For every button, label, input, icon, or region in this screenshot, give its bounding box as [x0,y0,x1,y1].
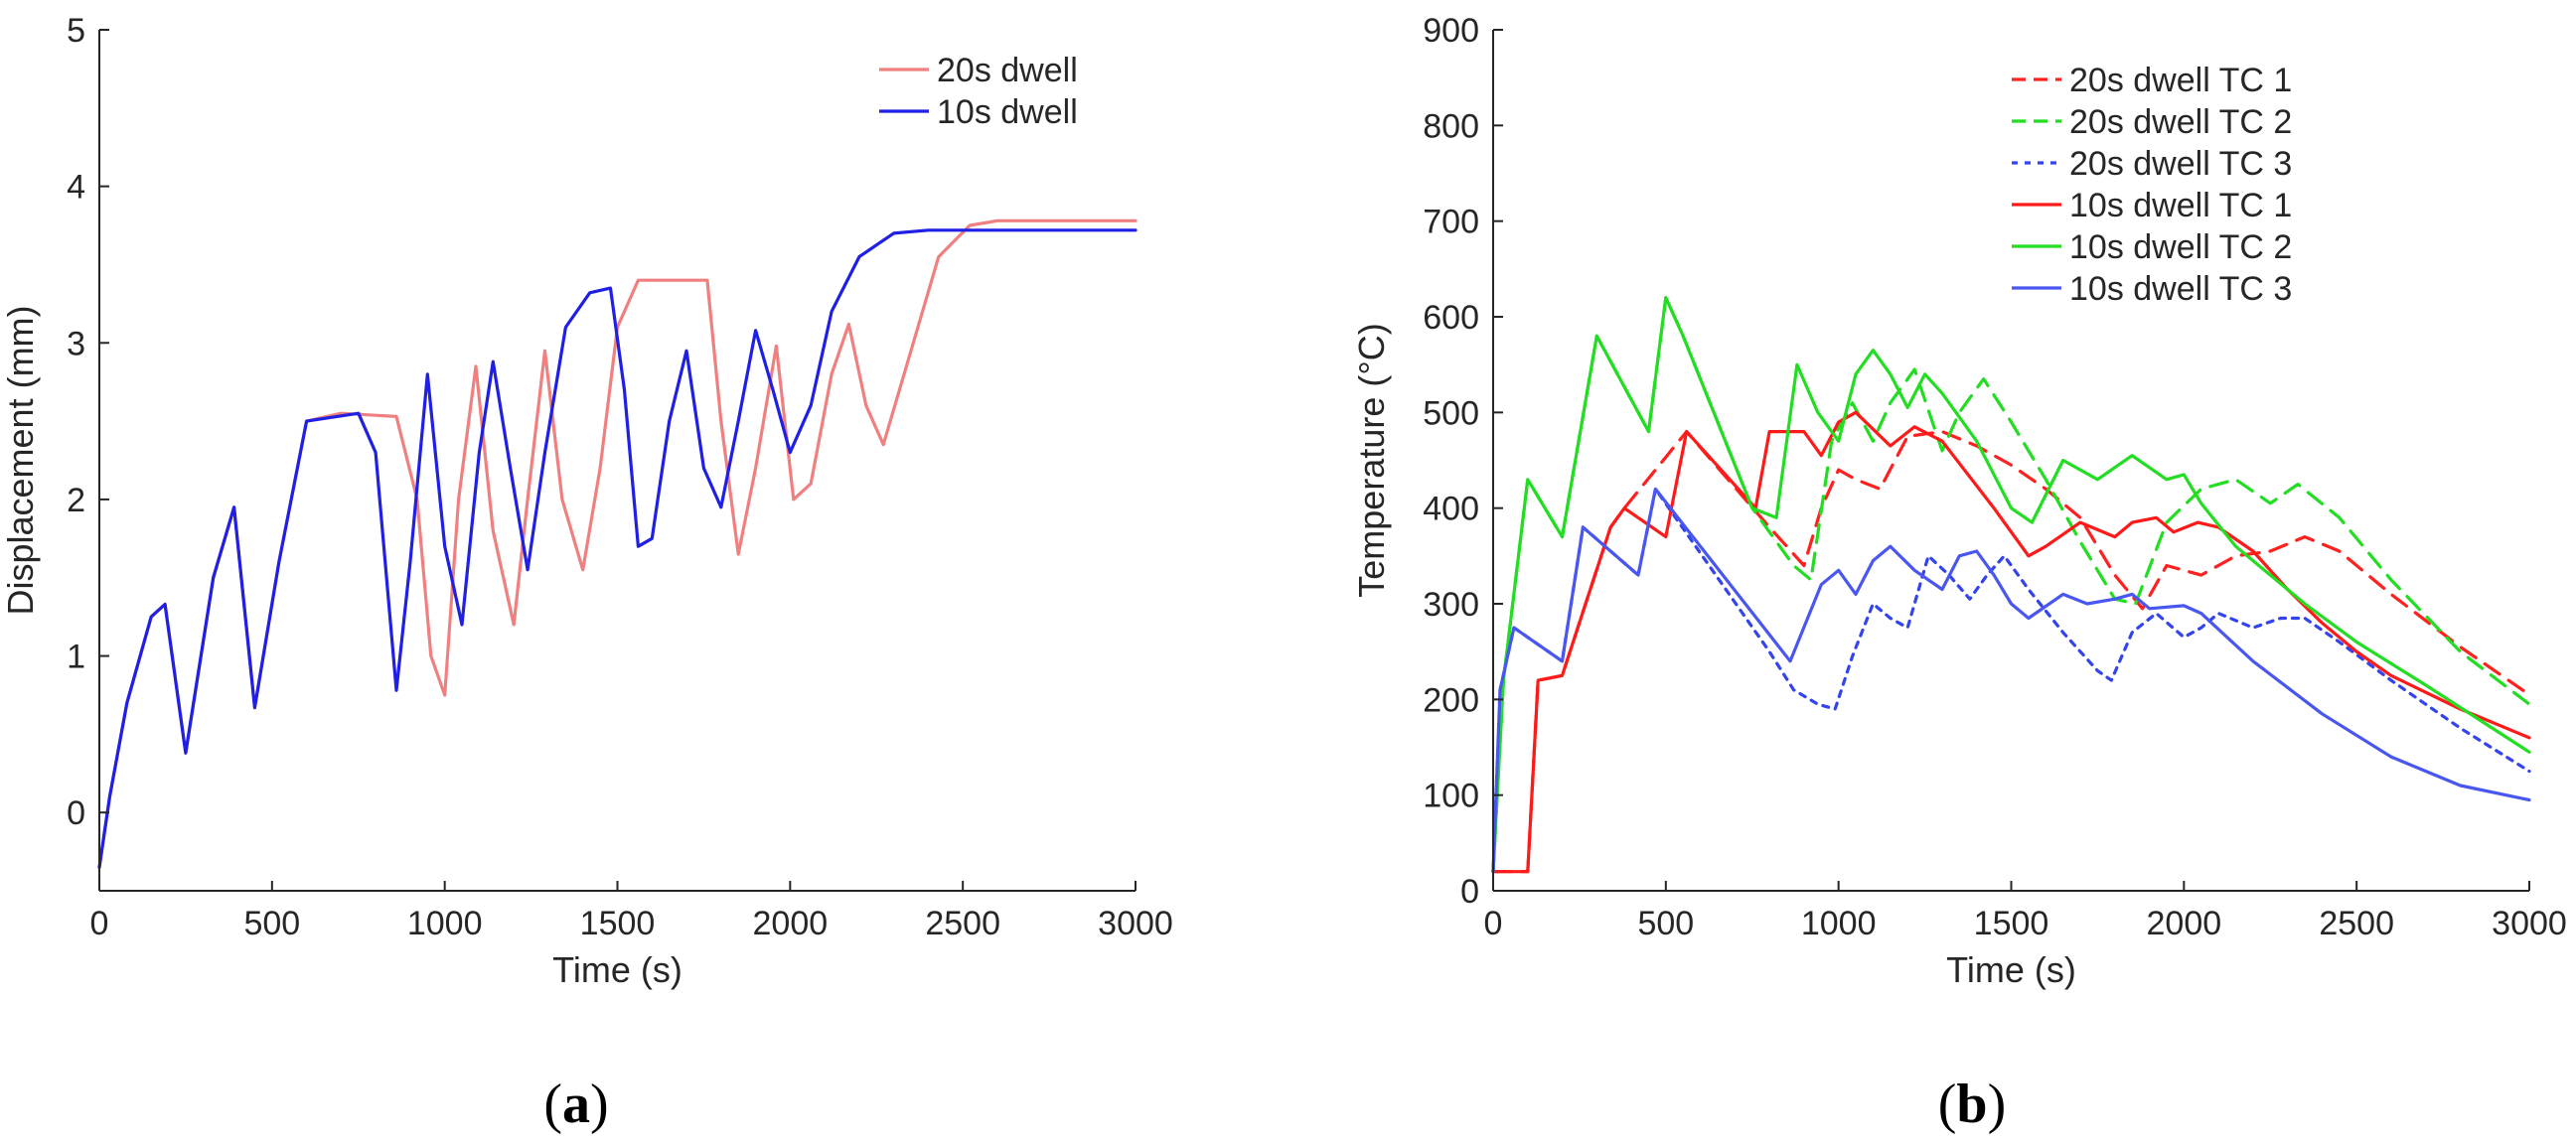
legend-label: 20s dwell TC 2 [2069,103,2292,141]
y-tick-label: 0 [67,794,85,832]
x-tick-label: 1000 [407,905,483,942]
y-tick-label: 2 [67,482,85,519]
series-line-10s-dwell-tc-1 [1491,410,2531,874]
legend-label: 20s dwell TC 1 [2069,62,2292,99]
y-tick-label: 400 [1423,491,1479,528]
y-tick-label: 700 [1423,204,1479,241]
legend-label: 10s dwell TC 1 [2069,187,2292,224]
y-tick-label: 5 [67,12,85,50]
series-line-20s-dwell-tc-1 [1491,430,2531,874]
series-line-10s-dwell-tc-3 [1491,487,2531,874]
x-tick-label: 2000 [753,905,829,942]
y-tick-label: 300 [1423,586,1479,624]
panel-label-a: (a) [543,1074,608,1135]
y-axis-label: Temperature (°C) [1351,323,1392,597]
x-tick-label: 3000 [2492,905,2567,942]
series-line-20s-dwell-tc-3 [1491,487,2531,874]
x-axis-label: Time (s) [552,949,682,990]
chart-displacement: 0 500 1000 1500 2000 2500 3000 0 1 2 3 4 5 Time (s) Di… [0,12,1173,990]
y-tick-label: 100 [1423,778,1479,815]
x-tick-label: 1500 [1974,905,2049,942]
x-tick-label: 0 [1484,905,1503,942]
y-tick-label: 3 [67,325,85,362]
y-tick-label: 500 [1423,394,1479,432]
x-tick-label: 3000 [1098,905,1173,942]
x-tick-label: 500 [243,905,300,942]
chart-temperature: 0 500 1000 1500 2000 2500 3000 0 100 200 300 400 500… [1351,12,2567,990]
y-axis-label: Displacement (mm) [0,305,41,615]
x-tick-label: 1500 [580,905,656,942]
legend-label: 10s dwell [937,93,1078,131]
legend-label: 20s dwell TC 3 [2069,145,2292,183]
series-line-20s-dwell [97,218,1137,869]
series-line-20s-dwell-tc-2 [1491,296,2531,874]
series-line-10s-dwell-tc-2 [1491,296,2531,874]
y-tick-label: 1 [67,639,85,676]
legend-label: 20s dwell [937,52,1078,89]
x-tick-label: 2500 [2319,905,2394,942]
y-tick-label: 4 [67,169,85,207]
x-tick-label: 1000 [1801,905,1877,942]
y-tick-label: 0 [1460,873,1479,911]
y-tick-label: 800 [1423,107,1479,145]
y-tick-label: 900 [1423,12,1479,50]
series-line-10s-dwell [97,228,1137,869]
x-tick-label: 2500 [925,905,1000,942]
x-tick-label: 500 [1637,905,1694,942]
y-tick-label: 200 [1423,681,1479,719]
x-axis-label: Time (s) [1946,949,2076,990]
y-tick-label: 600 [1423,299,1479,337]
legend-label: 10s dwell TC 2 [2069,228,2292,266]
legend-label: 10s dwell TC 3 [2069,270,2292,308]
x-tick-label: 2000 [2147,905,2222,942]
x-tick-label: 0 [90,905,109,942]
panel-label-b: (b) [1938,1074,2006,1135]
